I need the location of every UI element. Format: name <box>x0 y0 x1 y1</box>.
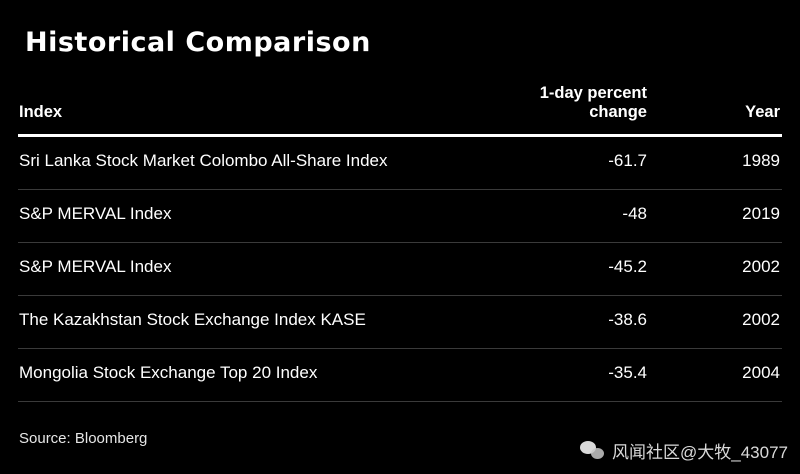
row-year: 2002 <box>742 257 780 276</box>
table-row: The Kazakhstan Stock Exchange Index KASE… <box>18 296 782 349</box>
row-index: The Kazakhstan Stock Exchange Index KASE <box>19 310 366 329</box>
row-year: 2004 <box>742 363 780 382</box>
row-year: 1989 <box>742 151 780 170</box>
header-index: Index <box>19 103 63 121</box>
row-change: -48 <box>622 204 647 223</box>
watermark-text: 风闻社区@大牧_43077 <box>612 443 788 462</box>
source-note: Source: Bloomberg <box>19 430 148 447</box>
row-year: 2019 <box>742 204 780 223</box>
table-row: S&P MERVAL Index -45.2 2002 <box>18 243 782 296</box>
table-header: Index 1-day percent change Year <box>18 82 782 137</box>
header-change-line1: 1-day percent <box>539 84 647 102</box>
row-index: S&P MERVAL Index <box>19 204 172 223</box>
header-year: Year <box>745 103 780 121</box>
row-change: -61.7 <box>608 151 647 170</box>
row-year: 2002 <box>742 310 780 329</box>
watermark: 风闻社区@大牧_43077 <box>580 438 788 463</box>
table-row: Mongolia Stock Exchange Top 20 Index -35… <box>18 349 782 402</box>
table-row: S&P MERVAL Index -48 2019 <box>18 190 782 243</box>
row-change: -35.4 <box>608 363 647 382</box>
header-change: 1-day percent change <box>487 84 647 122</box>
wechat-icon <box>580 440 606 461</box>
row-index: Mongolia Stock Exchange Top 20 Index <box>19 363 318 382</box>
comparison-table: Index 1-day percent change Year Sri Lank… <box>18 82 782 402</box>
chart-title: Historical Comparison <box>25 27 371 58</box>
header-change-line2: change <box>589 103 647 121</box>
table-row: Sri Lanka Stock Market Colombo All-Share… <box>18 137 782 190</box>
row-index: S&P MERVAL Index <box>19 257 172 276</box>
row-index: Sri Lanka Stock Market Colombo All-Share… <box>19 151 388 170</box>
row-change: -45.2 <box>608 257 647 276</box>
row-change: -38.6 <box>608 310 647 329</box>
